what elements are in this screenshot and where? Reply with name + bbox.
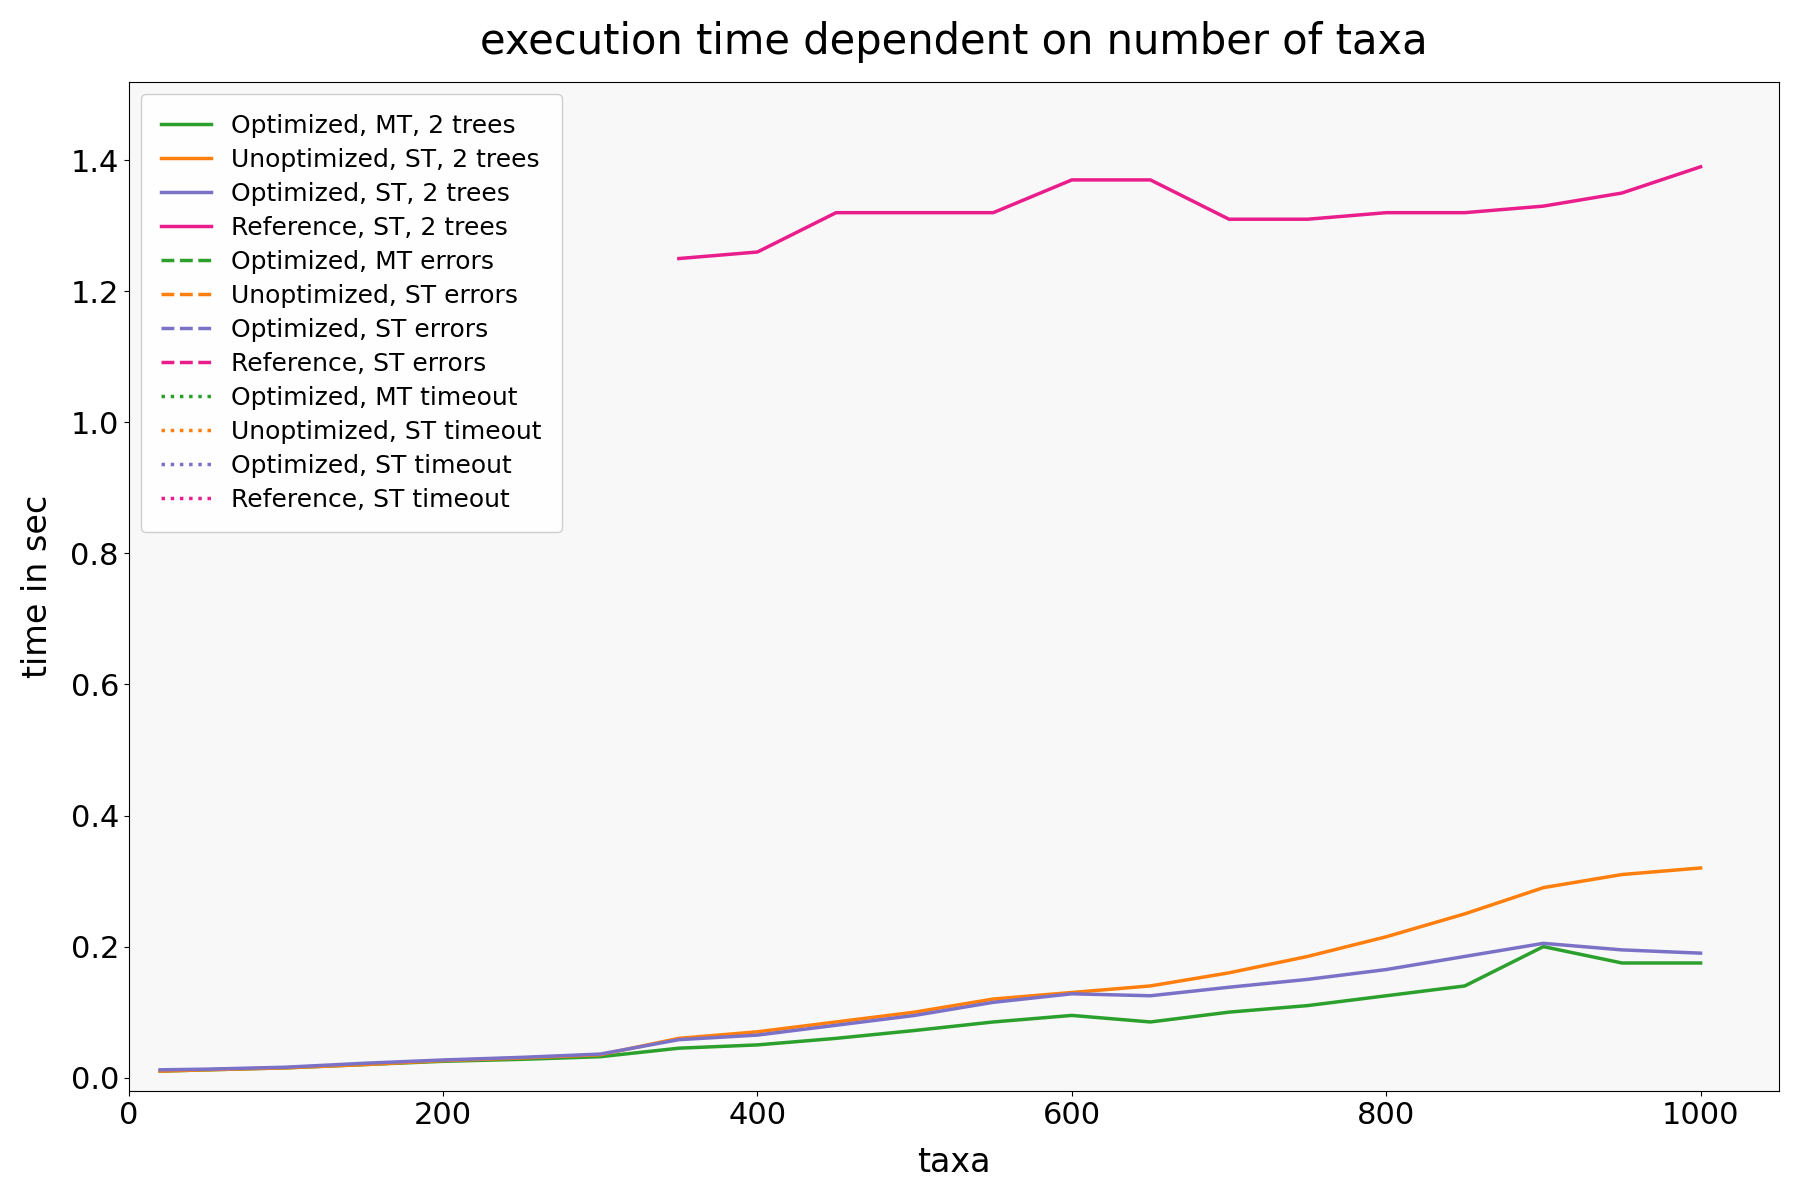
Line: Reference, ST, 2 trees: Reference, ST, 2 trees xyxy=(679,167,1701,258)
Unoptimized, ST, 2 trees xyxy=(432,1054,454,1068)
Reference, ST, 2 trees xyxy=(668,251,689,265)
Optimized, ST, 2 trees xyxy=(432,1052,454,1067)
X-axis label: taxa: taxa xyxy=(918,1146,990,1180)
Optimized, ST, 2 trees xyxy=(668,1032,689,1046)
Unoptimized, ST, 2 trees xyxy=(275,1061,297,1075)
Unoptimized, ST, 2 trees xyxy=(149,1064,171,1079)
Optimized, MT, 2 trees xyxy=(668,1040,689,1055)
Reference, ST, 2 trees xyxy=(1139,173,1161,187)
Optimized, ST, 2 trees xyxy=(1060,986,1082,1001)
Reference, ST, 2 trees xyxy=(1690,160,1712,174)
Optimized, ST, 2 trees xyxy=(1611,943,1633,958)
Reference, ST, 2 trees xyxy=(747,245,769,259)
Unoptimized, ST, 2 trees xyxy=(1690,860,1712,875)
Optimized, MT, 2 trees xyxy=(1060,1008,1082,1022)
Reference, ST, 2 trees xyxy=(824,205,846,220)
Unoptimized, ST, 2 trees xyxy=(904,1004,925,1019)
Unoptimized, ST, 2 trees xyxy=(196,1063,218,1078)
Optimized, MT, 2 trees xyxy=(1219,1004,1240,1019)
Reference, ST, 2 trees xyxy=(904,205,925,220)
Unoptimized, ST, 2 trees xyxy=(1296,949,1318,964)
Optimized, MT, 2 trees xyxy=(824,1031,846,1045)
Optimized, MT, 2 trees xyxy=(1454,979,1476,994)
Reference, ST, 2 trees xyxy=(983,205,1004,220)
Reference, ST, 2 trees xyxy=(1219,212,1240,227)
Optimized, ST, 2 trees xyxy=(1139,989,1161,1003)
Optimized, ST, 2 trees xyxy=(353,1056,376,1070)
Reference, ST, 2 trees xyxy=(1060,173,1082,187)
Y-axis label: time in sec: time in sec xyxy=(22,494,54,678)
Unoptimized, ST, 2 trees xyxy=(1532,881,1553,895)
Unoptimized, ST, 2 trees xyxy=(747,1025,769,1039)
Unoptimized, ST, 2 trees xyxy=(1219,966,1240,980)
Optimized, ST, 2 trees xyxy=(747,1028,769,1043)
Optimized, MT, 2 trees xyxy=(1690,955,1712,970)
Optimized, ST, 2 trees xyxy=(983,995,1004,1009)
Reference, ST, 2 trees xyxy=(1454,205,1476,220)
Optimized, ST, 2 trees xyxy=(196,1062,218,1076)
Legend: Optimized, MT, 2 trees, Unoptimized, ST, 2 trees, Optimized, ST, 2 trees, Refere: Optimized, MT, 2 trees, Unoptimized, ST,… xyxy=(140,94,562,532)
Unoptimized, ST, 2 trees xyxy=(1060,985,1082,1000)
Reference, ST, 2 trees xyxy=(1296,212,1318,227)
Optimized, MT, 2 trees xyxy=(511,1052,533,1067)
Optimized, ST, 2 trees xyxy=(1375,962,1397,977)
Optimized, ST, 2 trees xyxy=(1296,972,1318,986)
Optimized, MT, 2 trees xyxy=(149,1064,171,1079)
Unoptimized, ST, 2 trees xyxy=(824,1015,846,1030)
Optimized, MT, 2 trees xyxy=(196,1063,218,1078)
Line: Unoptimized, ST, 2 trees: Unoptimized, ST, 2 trees xyxy=(160,868,1701,1072)
Line: Optimized, ST, 2 trees: Optimized, ST, 2 trees xyxy=(160,943,1701,1070)
Optimized, MT, 2 trees xyxy=(1532,940,1553,954)
Optimized, ST, 2 trees xyxy=(589,1046,610,1061)
Optimized, ST, 2 trees xyxy=(149,1063,171,1078)
Optimized, MT, 2 trees xyxy=(275,1061,297,1075)
Optimized, MT, 2 trees xyxy=(747,1038,769,1052)
Unoptimized, ST, 2 trees xyxy=(1375,930,1397,944)
Optimized, MT, 2 trees xyxy=(1296,998,1318,1013)
Unoptimized, ST, 2 trees xyxy=(1611,868,1633,882)
Unoptimized, ST, 2 trees xyxy=(1454,907,1476,922)
Unoptimized, ST, 2 trees xyxy=(353,1057,376,1072)
Optimized, MT, 2 trees xyxy=(983,1015,1004,1030)
Optimized, ST, 2 trees xyxy=(904,1008,925,1022)
Unoptimized, ST, 2 trees xyxy=(511,1051,533,1066)
Optimized, ST, 2 trees xyxy=(511,1050,533,1064)
Optimized, ST, 2 trees xyxy=(1219,980,1240,995)
Unoptimized, ST, 2 trees xyxy=(1139,979,1161,994)
Reference, ST, 2 trees xyxy=(1611,186,1633,200)
Optimized, MT, 2 trees xyxy=(1139,1015,1161,1030)
Optimized, MT, 2 trees xyxy=(1375,989,1397,1003)
Optimized, MT, 2 trees xyxy=(904,1024,925,1038)
Title: execution time dependent on number of taxa: execution time dependent on number of ta… xyxy=(481,20,1427,62)
Optimized, ST, 2 trees xyxy=(824,1018,846,1032)
Optimized, MT, 2 trees xyxy=(432,1054,454,1068)
Reference, ST, 2 trees xyxy=(1375,205,1397,220)
Line: Optimized, MT, 2 trees: Optimized, MT, 2 trees xyxy=(160,947,1701,1072)
Optimized, MT, 2 trees xyxy=(353,1057,376,1072)
Optimized, ST, 2 trees xyxy=(1690,946,1712,960)
Unoptimized, ST, 2 trees xyxy=(589,1048,610,1062)
Optimized, MT, 2 trees xyxy=(1611,955,1633,970)
Optimized, ST, 2 trees xyxy=(275,1060,297,1074)
Optimized, ST, 2 trees xyxy=(1532,936,1553,950)
Reference, ST, 2 trees xyxy=(1532,199,1553,214)
Optimized, MT, 2 trees xyxy=(589,1050,610,1064)
Unoptimized, ST, 2 trees xyxy=(983,992,1004,1007)
Optimized, ST, 2 trees xyxy=(1454,949,1476,964)
Unoptimized, ST, 2 trees xyxy=(668,1031,689,1045)
